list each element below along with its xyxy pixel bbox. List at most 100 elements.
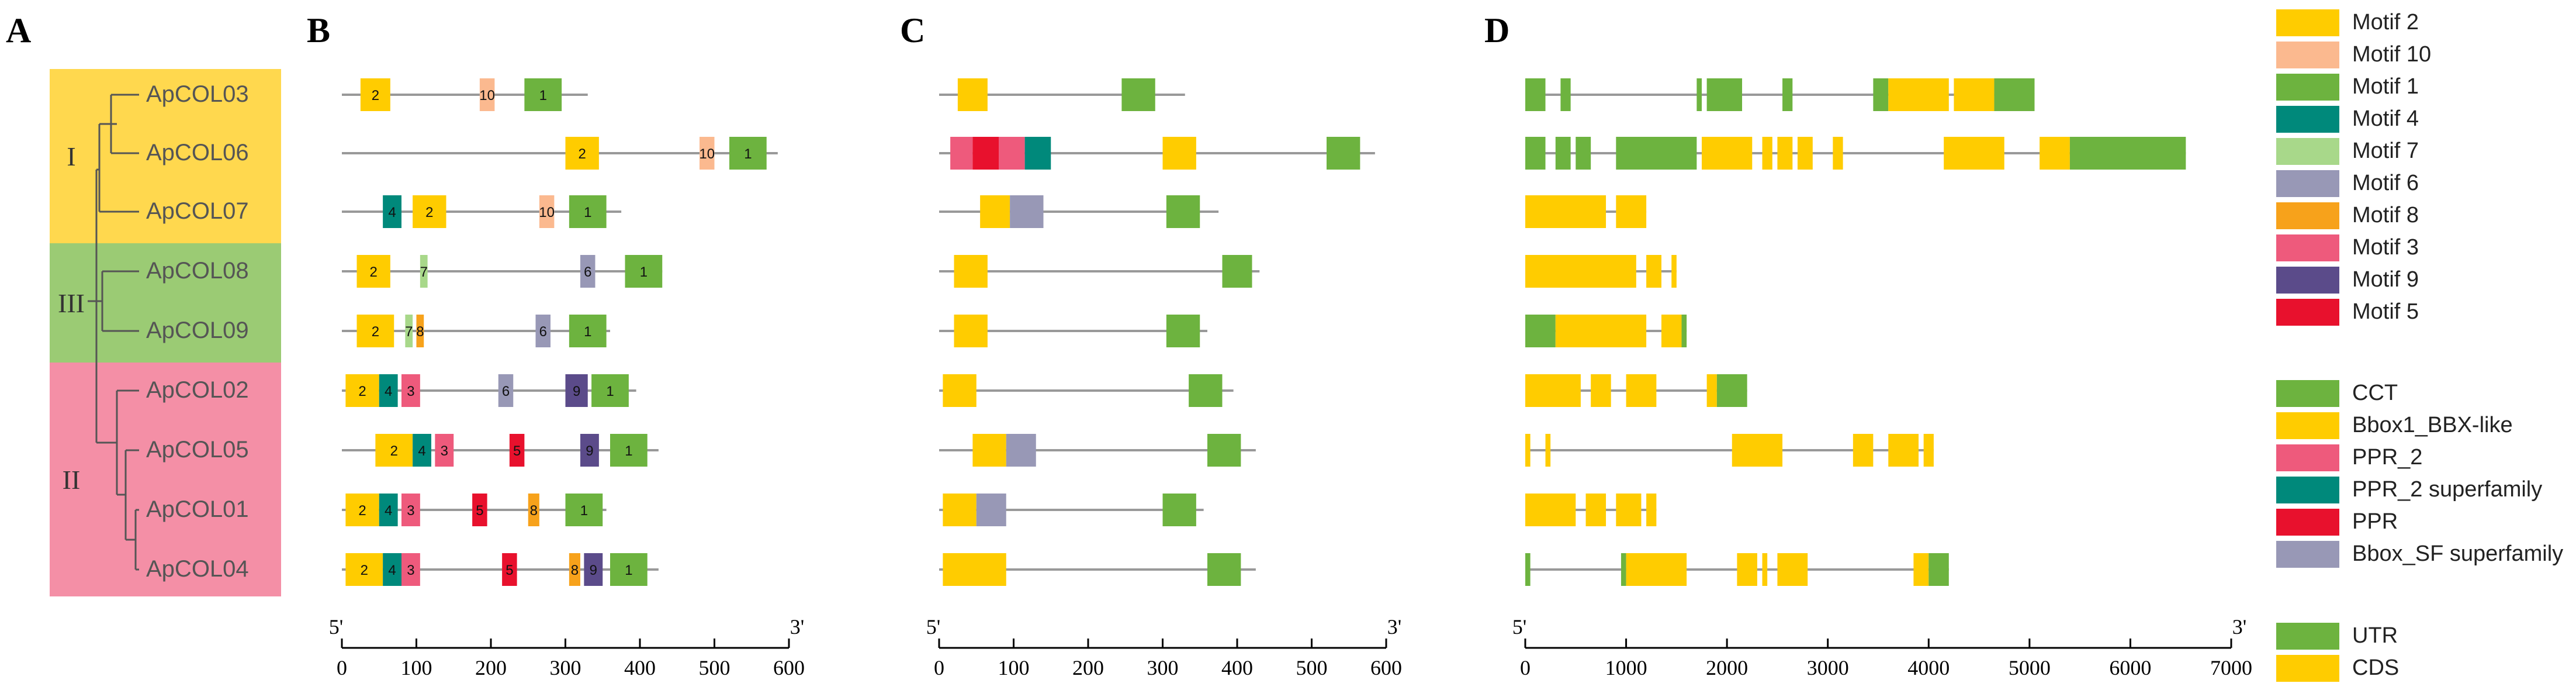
axis-tick-label: 0 — [1520, 656, 1531, 679]
motif-box — [345, 494, 379, 526]
motif-box-label: 7 — [420, 264, 428, 280]
axis-end-label: 3' — [2232, 615, 2247, 639]
utr-box — [1621, 553, 1626, 586]
axis-tick-label: 400 — [1221, 656, 1253, 679]
legend-swatch — [2276, 444, 2339, 471]
cds-box — [1913, 553, 1929, 586]
motif-box-label: 10 — [699, 146, 715, 162]
cds-box — [1545, 434, 1551, 467]
cds-box — [1591, 374, 1611, 407]
legend-label: Motif 7 — [2352, 139, 2419, 163]
group-band-ii — [50, 363, 281, 596]
cds-box — [1954, 78, 1995, 111]
domain-box — [1121, 78, 1155, 111]
motif-box — [580, 434, 599, 467]
motif-box — [360, 78, 390, 111]
gene-label: ApCOL01 — [146, 496, 249, 522]
motif-box — [405, 315, 413, 347]
motif-box — [580, 255, 595, 288]
cds-box — [1732, 434, 1783, 467]
utr-box — [1525, 553, 1531, 586]
cds-box — [1646, 255, 1661, 288]
motif-box-label: 1 — [640, 264, 648, 280]
cds-box — [1626, 374, 1657, 407]
phylogenetic-tree: I ApCOL03 ApCOL06 ApCOL07 III ApCOL08 ApCOL09 I… — [50, 69, 281, 596]
domain-box — [957, 78, 988, 111]
utr-box — [1525, 315, 1556, 347]
motif-box — [356, 315, 394, 347]
domain-box — [972, 137, 999, 170]
group-label-ii: II — [63, 465, 81, 495]
cds-box — [1661, 315, 1682, 347]
motif-box-label: 9 — [573, 384, 580, 399]
axis-tick-label: 1000 — [1605, 656, 1647, 679]
legend-swatch — [2276, 655, 2339, 682]
utr-box — [1696, 78, 1702, 111]
cds-box — [1706, 374, 1717, 407]
motif-box-label: 5 — [505, 563, 513, 578]
cds-box — [1616, 195, 1647, 228]
domain-box — [943, 494, 977, 526]
legend-label: Motif 5 — [2352, 299, 2419, 324]
motif-box — [383, 195, 401, 228]
axis-tick-label: 400 — [624, 656, 656, 679]
motif-box — [345, 374, 379, 407]
utr-box — [1873, 78, 1889, 111]
legend-label: Bbox1_BBX-like — [2352, 413, 2513, 437]
cds-box — [1777, 137, 1793, 170]
panel-label-b: B — [307, 11, 330, 50]
domain-box — [1222, 255, 1252, 288]
motif-box — [472, 494, 487, 526]
domain-box — [950, 137, 973, 170]
cds-box — [1525, 374, 1581, 407]
cds-box — [1646, 494, 1657, 526]
axis-tick-label: 100 — [401, 656, 432, 679]
group-label-i: I — [67, 142, 75, 171]
motif-box — [502, 553, 517, 586]
gene-label: ApCOL08 — [146, 258, 249, 284]
domain-box — [999, 137, 1025, 170]
cds-box — [1888, 78, 1949, 111]
axis-tick-label: 4000 — [1907, 656, 1950, 679]
motif-box-label: 5 — [513, 443, 521, 459]
domain-box — [954, 255, 988, 288]
motif-box-label: 6 — [539, 324, 547, 340]
axis-tick-label: 2000 — [1706, 656, 1748, 679]
cds-box — [1702, 137, 1753, 170]
axis-end-label: 3' — [790, 615, 805, 639]
motif-box — [416, 315, 424, 347]
cds-box — [1762, 553, 1768, 586]
motif-box-label: 2 — [579, 146, 586, 162]
cds-box — [1616, 494, 1642, 526]
axis-tick-label: 200 — [475, 656, 507, 679]
gene-label: ApCOL06 — [146, 140, 249, 165]
motif-box-label: 4 — [385, 384, 392, 399]
utr-box — [1994, 78, 2035, 111]
motif-box-label: 4 — [418, 443, 425, 459]
group-band-iii — [50, 243, 281, 363]
motif-box-label: 2 — [390, 443, 398, 459]
motif-box — [420, 255, 428, 288]
axis-tick-label: 600 — [773, 656, 805, 679]
motif-box-label: 1 — [584, 324, 591, 340]
axis-start-label: 5' — [329, 615, 344, 639]
axis-tick-label: 600 — [1370, 656, 1402, 679]
legend-label: PPR_2 — [2352, 445, 2422, 470]
motif-box-label: 2 — [372, 88, 379, 103]
motif-box-label: 9 — [590, 563, 597, 578]
cds-box — [2040, 137, 2070, 170]
motif-box-label: 1 — [539, 88, 547, 103]
utr-box — [1782, 78, 1793, 111]
utr-box — [1560, 78, 1571, 111]
motif-box — [401, 494, 420, 526]
cds-box — [1525, 255, 1636, 288]
utr-box — [1616, 137, 1697, 170]
gene-label: ApCOL02 — [146, 377, 249, 403]
legend-swatch — [2276, 299, 2339, 326]
legend-swatch — [2276, 509, 2339, 536]
utr-box — [1706, 78, 1743, 111]
motif-box — [591, 374, 629, 407]
domain-box — [1166, 195, 1200, 228]
legend-swatch — [2276, 477, 2339, 503]
